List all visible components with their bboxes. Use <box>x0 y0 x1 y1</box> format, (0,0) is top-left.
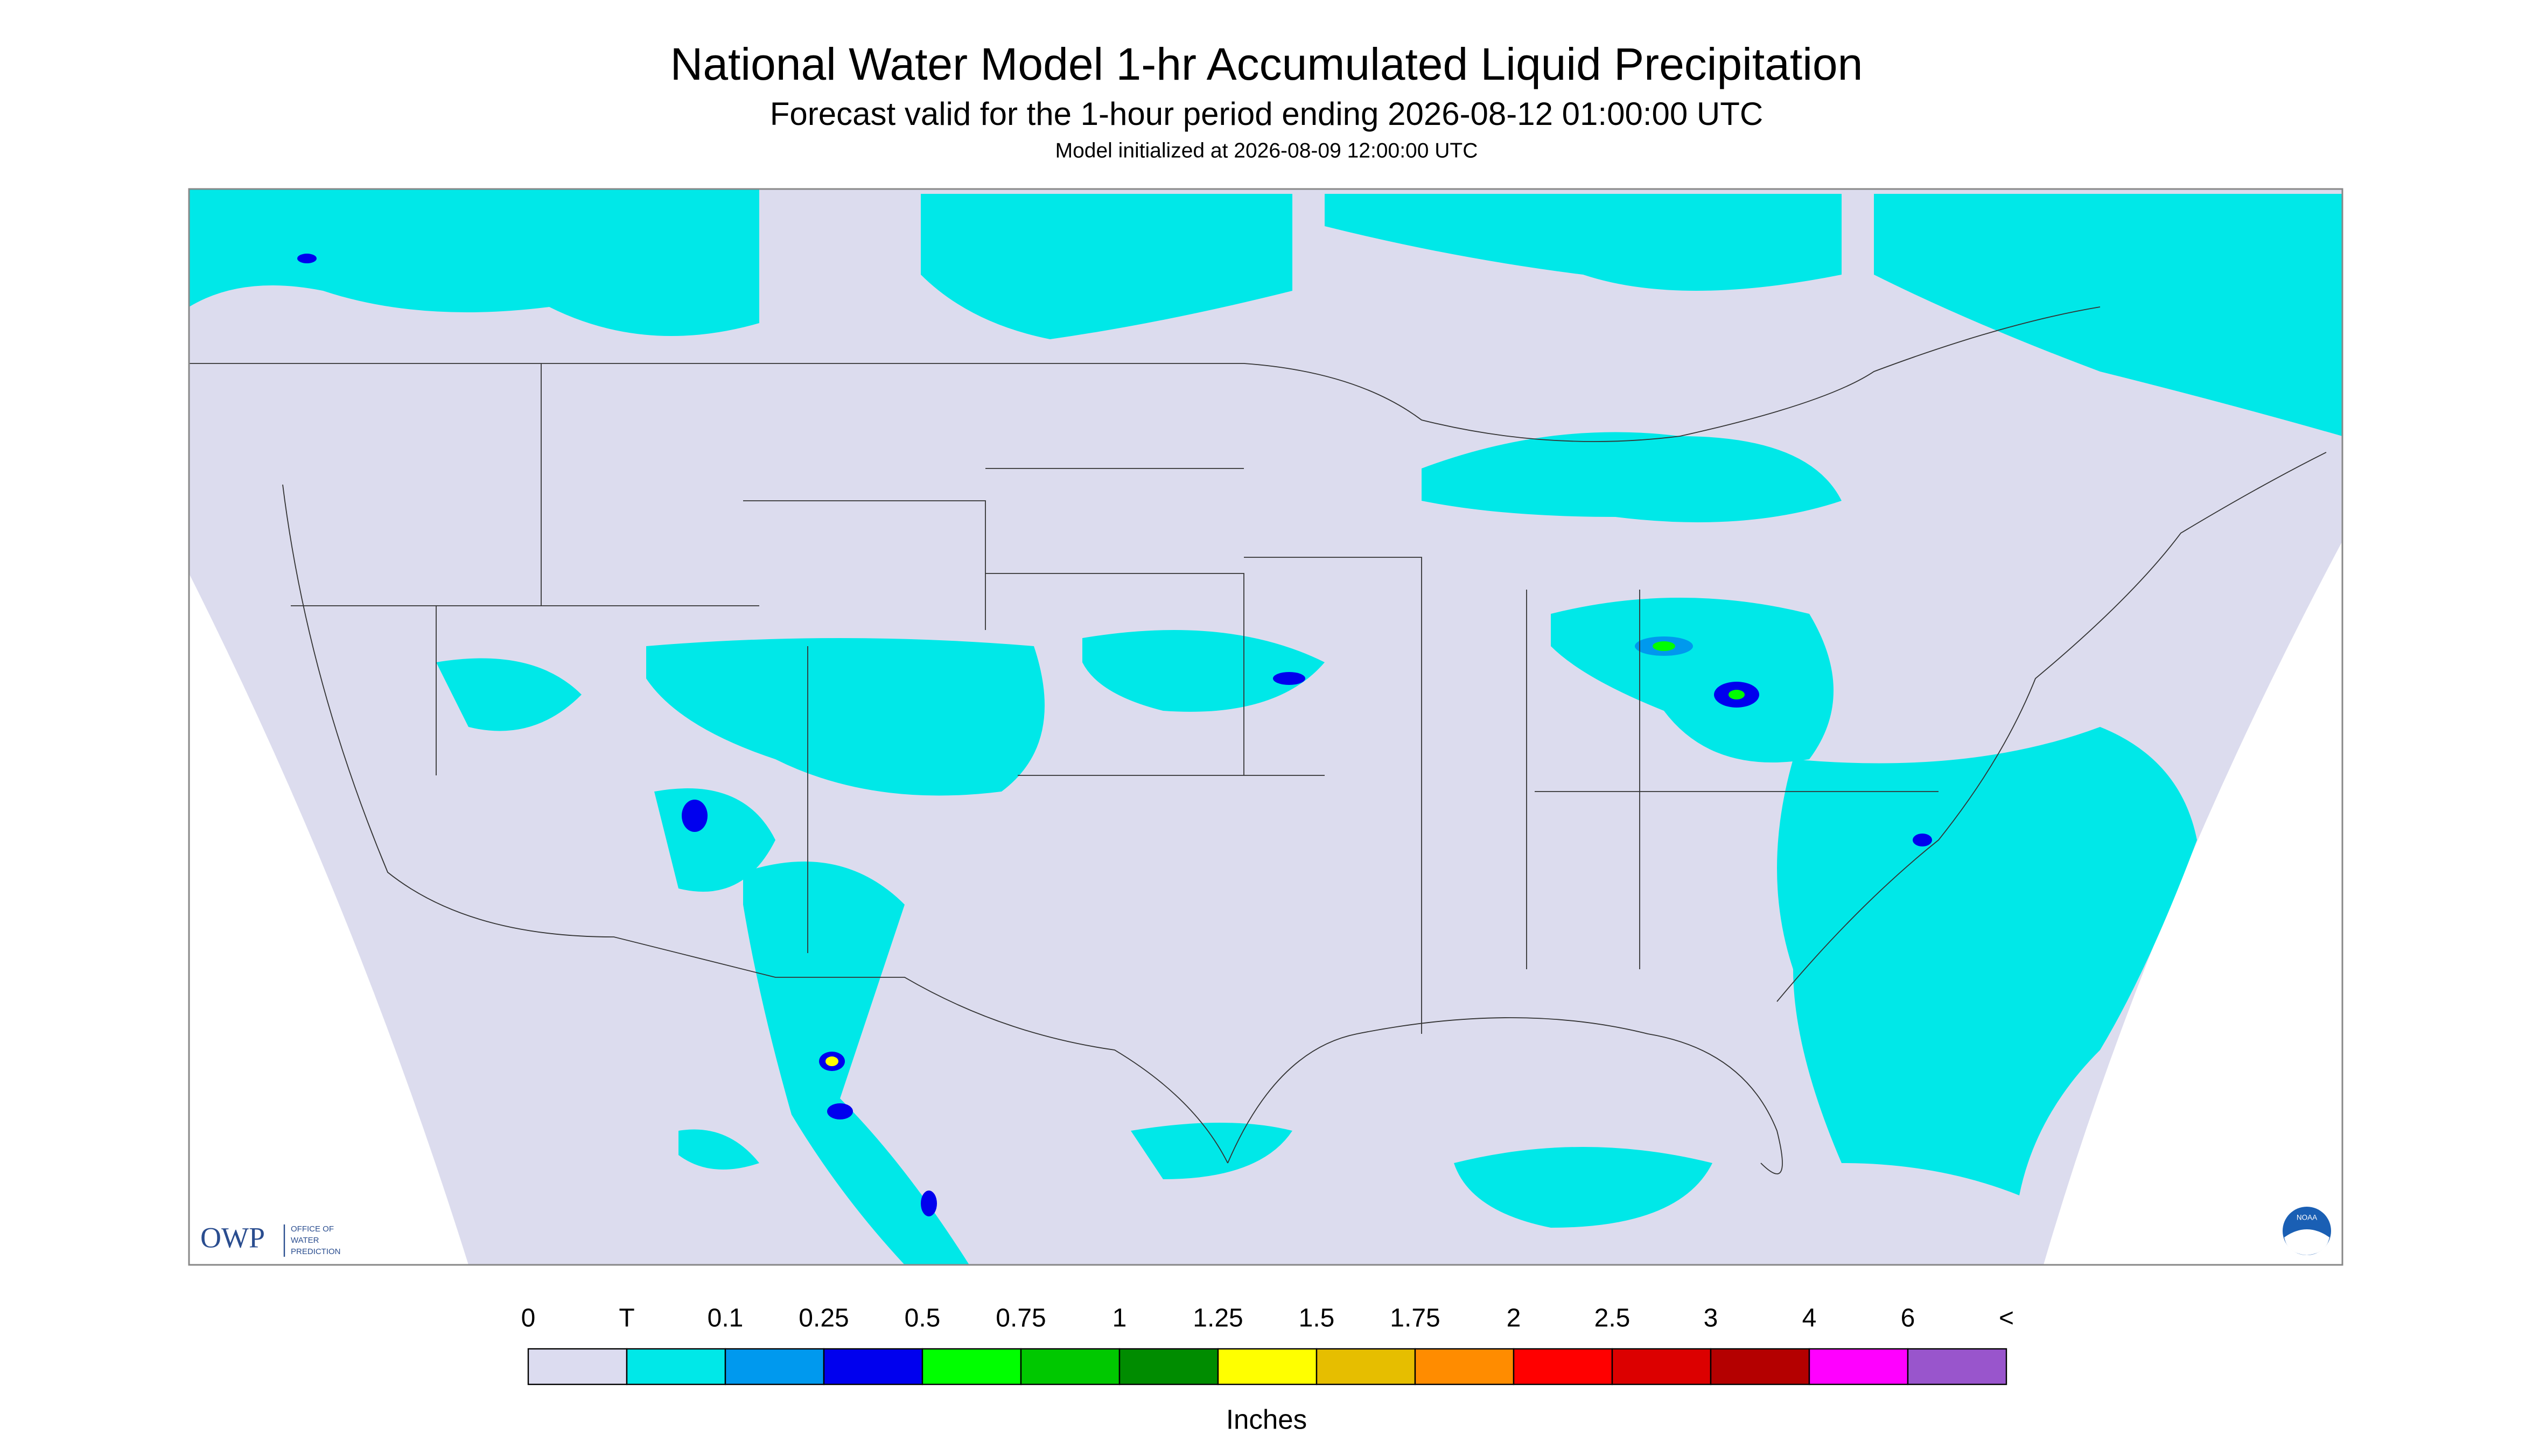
legend-swatch <box>1217 1348 1318 1385</box>
projection-edge <box>189 573 468 1265</box>
legend-swatch <box>1710 1348 1810 1385</box>
legend-label: T <box>619 1304 634 1333</box>
title: National Water Model 1-hr Accumulated Li… <box>670 39 1863 89</box>
map: OWP OFFICE OF WATER PREDICTION NOAA <box>188 188 2343 1266</box>
owp-logo: OWP <box>200 1221 265 1254</box>
legend-label: 3 <box>1704 1304 1718 1333</box>
legend: 0 T 0.1 0.25 0.5 0.75 1 1.25 1.5 1.75 2 2.5 3 4 6 < <box>521 1304 2014 1385</box>
owp-logo-sub: PREDICTION <box>291 1247 341 1256</box>
owp-logo-sub: WATER <box>291 1236 319 1245</box>
legend-swatch <box>1118 1348 1219 1385</box>
legend-swatch <box>1316 1348 1416 1385</box>
legend-label: 4 <box>1802 1304 1817 1333</box>
noaa-logo-text: NOAA <box>2297 1214 2317 1222</box>
legend-swatch <box>626 1348 726 1385</box>
legend-label: 1.25 <box>1193 1304 1243 1333</box>
legend-label: 1.75 <box>1390 1304 1440 1333</box>
legend-swatch <box>921 1348 1022 1385</box>
legend-swatch <box>527 1348 628 1385</box>
legend-swatch <box>1907 1348 2007 1385</box>
map-frame <box>188 188 2343 1266</box>
noaa-logo-wave <box>2284 1229 2329 1256</box>
legend-swatch <box>1513 1348 1613 1385</box>
owp-logo-sub: OFFICE OF <box>291 1224 334 1234</box>
precip-areas <box>189 189 2342 1265</box>
legend-swatch <box>1808 1348 1909 1385</box>
legend-label: 0.75 <box>996 1304 1046 1333</box>
heavy-spots <box>297 254 1932 1217</box>
legend-unit: Inches <box>1226 1404 1307 1434</box>
legend-swatch <box>1020 1348 1121 1385</box>
subtitle: Forecast valid for the 1-hour period end… <box>770 96 1763 132</box>
legend-swatch <box>724 1348 825 1385</box>
legend-label: 0.1 <box>708 1304 744 1333</box>
legend-label: 2.5 <box>1594 1304 1631 1333</box>
init-note: Model initialized at 2026-08-09 12:00:00… <box>1055 139 1478 162</box>
legend-label: 1 <box>1112 1304 1127 1333</box>
projection-edge <box>2044 541 2342 1265</box>
legend-swatch <box>823 1348 923 1385</box>
legend-label: 1.5 <box>1299 1304 1335 1333</box>
boundaries <box>189 306 2327 1174</box>
legend-label: 2 <box>1507 1304 1521 1333</box>
legend-swatch <box>1611 1348 1712 1385</box>
legend-label: 0.25 <box>799 1304 849 1333</box>
legend-label: 0 <box>521 1304 536 1333</box>
legend-label: 6 <box>1901 1304 1915 1333</box>
legend-label: 0.5 <box>905 1304 941 1333</box>
legend-label: < <box>1999 1304 2014 1333</box>
legend-swatch <box>1414 1348 1515 1385</box>
